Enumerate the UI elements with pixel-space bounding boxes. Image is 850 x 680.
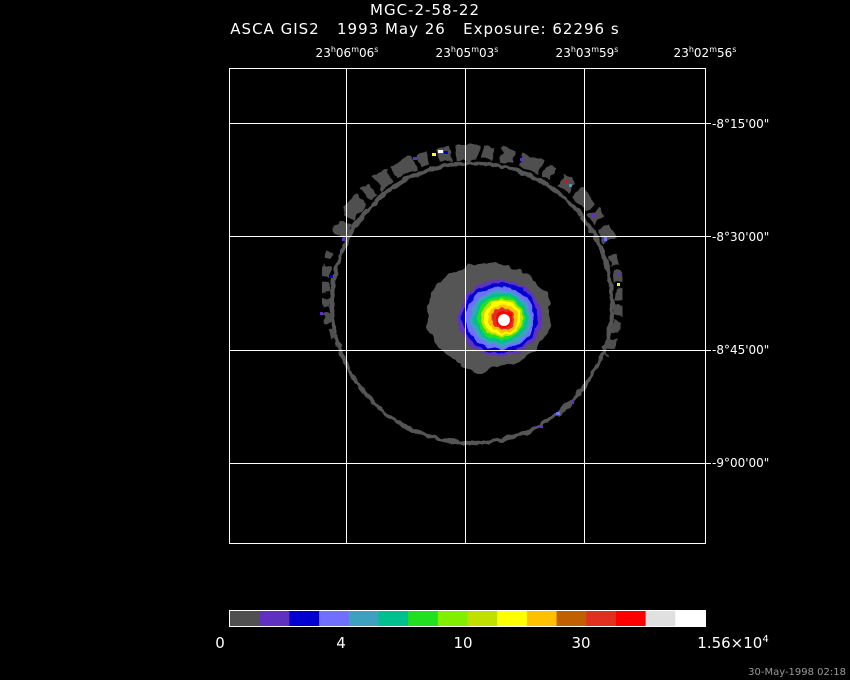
ra-label-2: 23h05m03s xyxy=(435,45,499,60)
colorbar-segment-14 xyxy=(645,611,676,626)
ra-label-3: 23h03m59s xyxy=(555,45,619,60)
colorbar-segment-10 xyxy=(526,611,558,626)
colorbar-segment-9 xyxy=(497,611,528,626)
coordinate-grid xyxy=(229,68,711,544)
colorbar xyxy=(229,610,706,627)
colorbar-segment-12 xyxy=(586,611,617,626)
colorbar-segment-4 xyxy=(348,611,379,626)
colorbar-tick-max: 1.56×104 xyxy=(697,634,769,652)
detector-left-arc xyxy=(320,249,339,342)
colorbar-segment-11 xyxy=(556,611,587,626)
colorbar-segment-8 xyxy=(467,611,498,626)
colorbar-segment-2 xyxy=(289,611,320,626)
colorbar-segment-13 xyxy=(615,611,647,626)
observation-info: ASCA GIS2 1993 May 26 Exposure: 62296 s xyxy=(230,20,620,38)
ra-label-1: 23h06m06s xyxy=(315,45,379,60)
colorbar-segment-3 xyxy=(319,611,350,626)
colorbar-segment-0 xyxy=(230,611,261,626)
colorbar-segment-7 xyxy=(437,611,468,626)
detector-upper-arc xyxy=(333,144,619,248)
render-timestamp: 30-May-1998 02:18 xyxy=(748,667,846,678)
dec-label-2: -8°30'00" xyxy=(712,230,770,244)
colorbar-tick-3: 30 xyxy=(571,634,591,652)
colorbar-segment-5 xyxy=(378,611,409,626)
dec-label-3: -8°45'00" xyxy=(712,343,770,357)
colorbar-tick-1: 4 xyxy=(336,634,346,652)
colorbar-frame xyxy=(229,610,706,627)
detector-image xyxy=(320,144,624,445)
ra-label-4: 23h02m56s xyxy=(673,45,737,60)
edge-specks xyxy=(320,150,620,428)
dec-label-1: -8°15'00" xyxy=(712,117,770,131)
image-title: MGC-2-58-22 xyxy=(370,1,480,19)
colorbar-tick-2: 10 xyxy=(453,634,473,652)
colorbar-tick-0: 0 xyxy=(215,634,225,652)
colorbar-segment-15 xyxy=(675,611,706,626)
plot-frame xyxy=(229,68,706,544)
colorbar-segment-1 xyxy=(259,611,290,626)
colorbar-segment-6 xyxy=(408,611,439,626)
source-peak xyxy=(498,314,510,326)
dec-label-4: -9°00'00" xyxy=(712,456,770,470)
detector-right-arc xyxy=(601,253,624,358)
detector-ring xyxy=(330,161,614,445)
